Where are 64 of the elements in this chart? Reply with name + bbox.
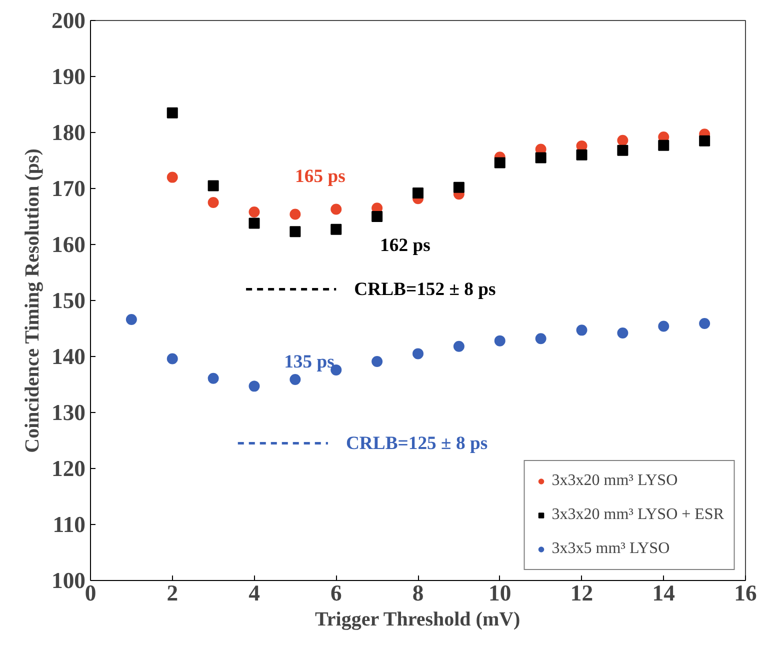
point [412,187,424,198]
point [576,324,588,336]
point [658,320,670,332]
point [372,211,383,222]
point [535,152,546,164]
x-tick-label: 10 [488,580,512,606]
x-tick-label: 8 [412,580,424,606]
point [166,353,178,364]
point [208,372,219,384]
x-tick-label: 2 [166,580,178,606]
series-label: CRLB=125 ± 8 ps [346,432,488,454]
point [166,172,178,183]
y-tick-label: 180 [52,120,86,145]
point [208,180,219,192]
point [453,340,464,352]
point [494,157,506,168]
point [535,333,546,344]
point [248,380,260,392]
point [372,356,383,368]
point [126,314,137,326]
point [494,335,506,346]
x-tick-label: 4 [248,580,260,606]
point [248,218,260,229]
x-axis-title: Trigger Threshold (mV) [315,608,520,630]
point [330,224,342,235]
point [208,197,219,208]
point [166,107,178,118]
y-axis-title: Coincidence Timing Resolution (ps) [22,148,44,453]
point [617,144,628,156]
point [699,135,710,146]
point [576,149,588,160]
x-tick-label: 12 [570,580,594,606]
legend-label: 3x3x5 mm³ LYSO [552,540,670,558]
point [290,208,301,220]
annotation: 135 ps [284,352,334,373]
y-tick-label: 160 [52,232,86,257]
point [290,226,301,238]
point [453,182,464,193]
y-tick-label: 170 [52,176,86,201]
y-tick-label: 130 [52,400,86,425]
point [617,134,628,146]
point [699,318,710,329]
x-tick-label: 16 [734,580,757,606]
y-tick-label: 200 [52,8,86,33]
series-label: CRLB=152 ± 8 ps [354,278,496,300]
point [248,206,260,218]
legend-label: 3x3x20 mm³ LYSO [552,472,678,490]
point [658,140,670,151]
point [617,327,628,338]
y-tick-label: 150 [52,288,86,313]
point [330,204,342,215]
y-tick-label: 140 [52,344,86,369]
y-tick-label: 120 [52,456,86,481]
x-tick-label: 14 [652,580,675,606]
y-tick-label: 100 [52,568,86,593]
y-tick-label: 190 [52,64,86,89]
annotation: 165 ps [295,166,346,187]
x-tick-label: 6 [330,580,342,606]
annotation: 162 ps [380,235,430,256]
legend-label: 3x3x20 mm³ LYSO + ESR [552,506,724,524]
point [290,374,301,385]
y-tick-label: 110 [52,512,86,537]
x-tick-label: 0 [84,580,96,606]
point [412,348,424,360]
